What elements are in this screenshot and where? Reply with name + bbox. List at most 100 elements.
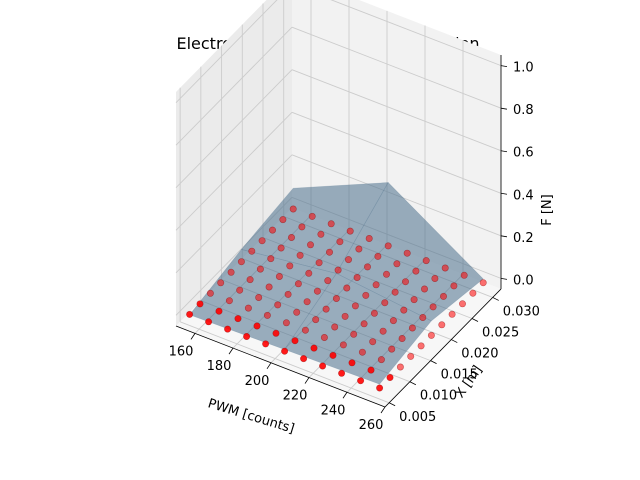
data-point [186,310,194,318]
grid-z-left [175,154,293,274]
x-tick-label: 200 [245,374,270,389]
x-tick-label: 260 [359,418,384,433]
data-point [331,323,339,331]
data-point [343,284,351,292]
data-point [367,366,375,374]
grid-z-left [175,26,293,146]
data-point [377,356,385,364]
data-point [450,282,458,290]
z-tick-mark [500,277,508,280]
y-tick-label: 0.025 [482,326,519,341]
z-tick-mark [500,235,508,238]
data-point [243,332,251,340]
z-tick-mark [500,150,508,153]
data-point [287,234,295,242]
z-tick-mark [500,192,508,195]
data-point [236,286,244,294]
data-point [319,362,327,370]
data-point [217,279,225,287]
data-point [256,265,264,273]
data-point [389,317,397,325]
y-tick-mark [471,318,479,322]
z-tick-label: 0.6 [513,146,534,161]
z-tick-mark [500,65,508,68]
data-point [306,241,314,249]
data-point [294,280,302,288]
data-point [422,257,430,265]
data-point [272,329,280,337]
data-point [370,309,378,317]
data-point [336,238,344,246]
y-tick-label: 0.005 [399,410,436,425]
data-point [393,260,401,268]
data-point [353,273,361,281]
data-point [420,285,428,293]
data-point [427,331,435,339]
data-point [341,312,349,320]
data-point [279,216,287,224]
data-point [479,279,487,287]
data-point [360,320,368,328]
x-tick-label: 220 [283,389,308,404]
data-point [324,277,332,285]
x-tick-mark [266,362,272,370]
y-tick-label: 0.020 [461,347,498,362]
data-point [358,348,366,356]
data-point [224,325,232,333]
data-point [303,298,311,306]
data-points [186,205,487,392]
data-point [438,321,446,329]
data-point [215,307,223,315]
data-point [291,337,299,345]
data-point [398,334,406,342]
y-axis-line [384,288,502,408]
x-tick-mark [380,406,386,414]
data-point [315,259,323,267]
data-point [351,302,359,310]
z-tick-label: 1.0 [513,61,534,76]
data-point [322,305,330,313]
data-point [382,270,390,278]
x-tick-label: 160 [169,344,194,359]
data-point [460,271,468,279]
data-point [234,315,242,323]
data-point [246,276,254,284]
data-point [391,288,399,296]
data-point [431,274,439,282]
data-point [439,292,447,300]
grid-y-floor [179,321,390,404]
data-point [348,359,356,367]
z-tick-label: 0.0 [513,273,534,288]
data-point [350,330,358,338]
data-point [327,220,335,228]
data-point [441,264,449,272]
z-tick-label: 0.8 [513,103,534,118]
data-point [313,287,321,295]
data-point [448,310,456,318]
data-point [410,296,418,304]
grid-z-back [291,69,502,152]
data-point [248,247,256,255]
data-point [408,324,416,332]
data-point [381,299,389,307]
data-point [329,351,337,359]
data-point [374,252,382,260]
data-point [386,373,394,381]
data-point [429,303,437,311]
grid-z-left [175,111,293,231]
data-point [255,293,263,301]
y-tick-label: 0.010 [420,389,457,404]
data-point [293,308,301,316]
y-tick-mark [492,297,499,301]
data-point [344,256,352,264]
z-axis-label: F [N] [540,194,555,225]
data-point [301,326,309,334]
data-point [308,212,316,220]
data-point [384,242,392,250]
grid-z-left [175,0,278,103]
data-point [403,249,411,257]
data-point [312,316,320,324]
data-point [267,255,275,263]
